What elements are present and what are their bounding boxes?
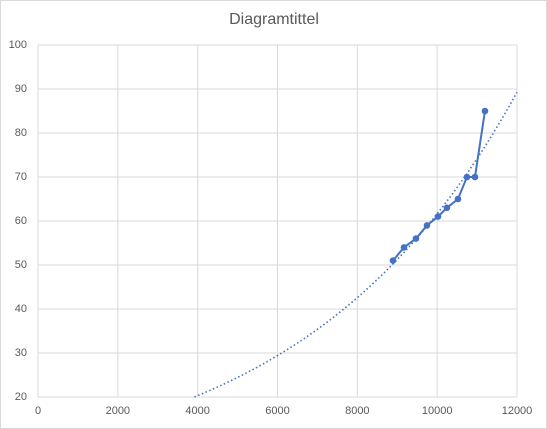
- x-tick-label: 8000: [345, 405, 369, 417]
- series-line: [392, 110, 486, 262]
- chart-title: Diagramtittel: [229, 11, 319, 28]
- y-tick-label: 20: [15, 391, 27, 403]
- y-tick-label: 30: [15, 347, 27, 359]
- x-tick-label: 4000: [185, 405, 209, 417]
- y-tick-label: 100: [9, 39, 27, 51]
- data-point: [423, 222, 431, 229]
- x-tick-label: 2000: [106, 405, 130, 417]
- x-tick-label: 12000: [502, 405, 533, 417]
- y-tick-label: 50: [15, 259, 27, 271]
- data-point: [471, 173, 479, 181]
- data-point: [389, 257, 397, 264]
- data-point: [400, 244, 408, 251]
- y-tick-label: 70: [15, 171, 27, 183]
- y-tick-label: 90: [15, 83, 27, 95]
- data-point: [481, 107, 489, 115]
- data-point: [412, 235, 420, 242]
- x-tick-label: 10000: [422, 405, 453, 417]
- y-tick-label: 80: [15, 127, 27, 139]
- x-tick-label: 6000: [265, 405, 289, 417]
- y-tick-label: 60: [15, 215, 27, 227]
- data-point: [463, 173, 471, 181]
- data-point: [454, 195, 462, 203]
- y-tick-label: 40: [15, 303, 27, 315]
- data-point: [443, 204, 451, 212]
- x-tick-label: 0: [35, 405, 41, 417]
- data-point: [434, 213, 442, 220]
